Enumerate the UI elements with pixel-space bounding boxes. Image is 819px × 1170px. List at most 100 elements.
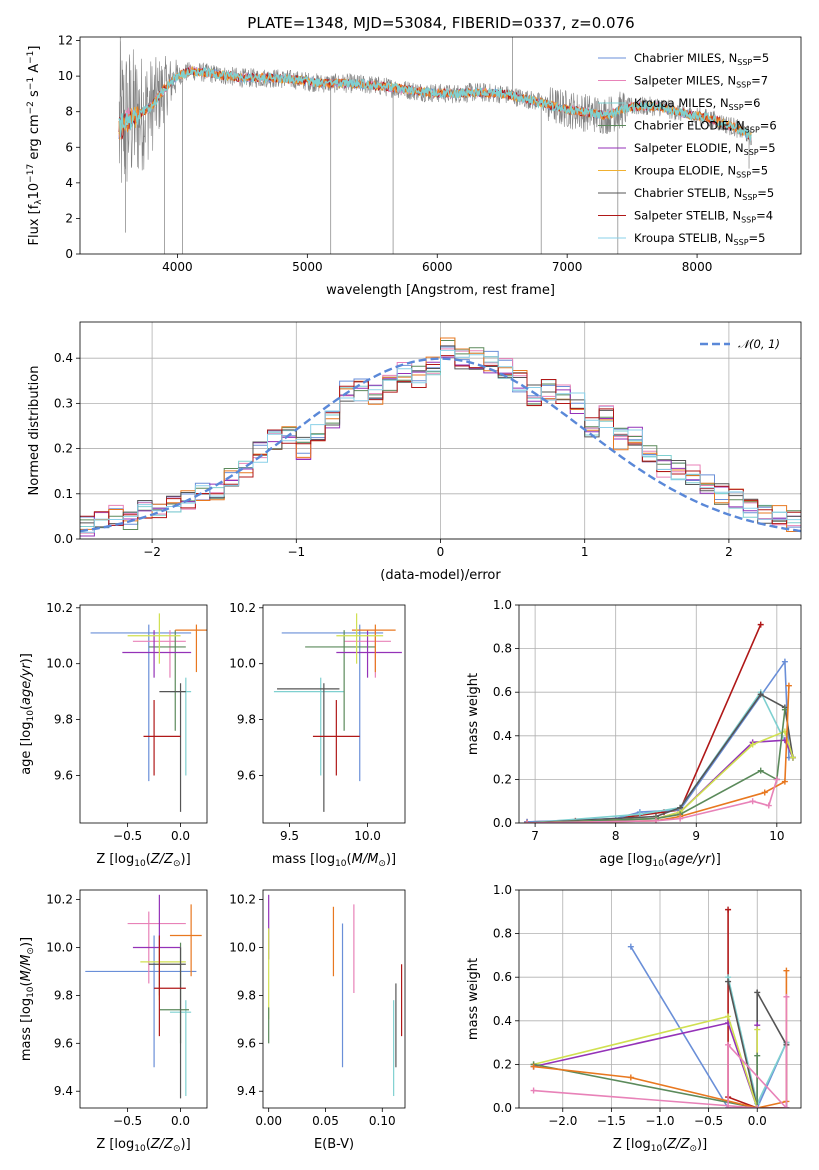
weight-marker: [781, 706, 788, 713]
weight-series: [527, 624, 762, 823]
y-tick-label: 12: [58, 34, 73, 48]
y-tick-label: 1.0: [493, 883, 512, 897]
legend-label: Salpeter STELIB, NSSP=4: [634, 209, 773, 225]
x-tick-label: 6000: [422, 260, 453, 274]
x-tick-label: −1: [287, 545, 305, 559]
x-tick-label: −2.0: [548, 1114, 577, 1128]
panel-frame: [518, 889, 802, 1109]
y-tick-label: 6: [65, 140, 73, 154]
weight-marker: [757, 767, 764, 774]
legend-label: Chabrier ELODIE, NSSP=6: [634, 119, 777, 135]
panel-frame: [518, 604, 802, 824]
x-tick-label: 10: [769, 829, 784, 843]
errorbars: [273, 613, 402, 812]
y-tick-label: 10.2: [229, 601, 256, 615]
errorbars: [90, 613, 207, 812]
weight-series: [527, 709, 786, 823]
panel-frame: [79, 889, 208, 1109]
y-tick-label: 9.8: [54, 988, 73, 1002]
panel-weight_vs_Z: −2.0 −1.5 −1.0 −0.5 0.0 0.0 0.2 0.4 0.6 0.8 1.0 Z […: [466, 883, 802, 1154]
y-tick-label: 0.3: [54, 396, 73, 410]
legend-label: Salpeter MILES, NSSP=7: [634, 74, 768, 90]
x-tick-label: 7000: [552, 260, 583, 274]
x-tick-label: 0.0: [171, 1114, 190, 1128]
y-tick-label: 10.0: [229, 940, 256, 954]
x-tick-label: 0: [437, 545, 445, 559]
y-tick-label: 9.4: [54, 1084, 73, 1098]
y-tick-label: 0.2: [493, 772, 512, 786]
y-tick-label: 0.8: [493, 927, 512, 941]
weight-marker: [773, 776, 780, 783]
x-tick-label: −2: [143, 545, 161, 559]
panel-xlabel: Z [log10(Z/Z⊙)]: [96, 1137, 190, 1154]
panel-xlabel: Z [log10(Z/Z⊙)]: [96, 852, 190, 869]
weight-marker: [627, 943, 634, 950]
spectrum-ylabel: Flux [fλ10−17 erg cm−2 s−1 A−1]: [26, 46, 44, 246]
y-tick-label: 10: [58, 69, 73, 83]
y-tick-label: 9.6: [54, 1036, 73, 1050]
panel-spectrum: 4000 5000 6000 7000 8000 0 2 4 6 8 10 12 wavelength …: [26, 34, 802, 298]
legend-label: Chabrier STELIB, NSSP=5: [634, 186, 774, 202]
panel-ylabel: mass weight: [466, 958, 481, 1040]
weight-marker: [524, 820, 531, 823]
x-tick-label: −0.5: [694, 1114, 723, 1128]
panel-xlabel: E(B-V): [314, 1137, 354, 1152]
panel-ylabel: age [log10(age/yr)]: [19, 653, 36, 775]
weight-marker: [783, 993, 790, 1000]
y-tick-label: 0.4: [493, 1014, 512, 1028]
x-tick-label: 2: [725, 545, 733, 559]
weight-marker: [783, 1105, 790, 1108]
panel-age_vs_Z: −0.5 0.0 9.6 9.8 10.0 10.2 Z [log10(Z/Z⊙)] age …: [19, 601, 208, 869]
weight-marker: [749, 741, 756, 748]
x-tick-label: 10.0: [354, 829, 381, 843]
y-tick-label: 9.6: [54, 768, 73, 782]
x-tick-label: −0.5: [113, 1114, 142, 1128]
weight-series: [533, 1055, 758, 1108]
x-tick-label: 8000: [682, 260, 713, 274]
y-tick-label: 2: [65, 211, 73, 225]
weight-marker: [754, 1052, 761, 1059]
weight-marker: [725, 1041, 732, 1048]
y-tick-label: 0.6: [493, 685, 512, 699]
legend-label: Kroupa STELIB, NSSP=5: [634, 231, 765, 247]
x-tick-label: 0.05: [312, 1114, 339, 1128]
panel-xlabel: mass [log10(M/M⊙)]: [272, 852, 396, 869]
y-tick-label: 0.0: [493, 816, 512, 830]
weight-series: [527, 693, 794, 823]
y-tick-label: 9.8: [54, 713, 73, 727]
y-tick-label: 10.2: [229, 893, 256, 907]
weight-marker: [725, 906, 732, 913]
panel-mass_vs_EBV: 0.00 0.05 0.10 9.4 9.6 9.8 10.0 10.2 E(B-V): [229, 889, 406, 1152]
weight-marker: [627, 1074, 634, 1081]
panel-xlabel: Z [log10(Z/Z⊙)]: [613, 1137, 707, 1154]
x-tick-label: 0.0: [748, 1114, 767, 1128]
y-tick-label: 9.6: [237, 768, 256, 782]
histogram-series: [80, 349, 801, 533]
legend-label: Chabrier MILES, NSSP=5: [634, 51, 769, 67]
histogram-xlabel: (data-model)/error: [380, 568, 501, 583]
y-tick-label: 0.4: [54, 351, 73, 365]
y-tick-label: 8: [65, 105, 73, 119]
x-tick-label: 5000: [292, 260, 323, 274]
y-tick-label: 0.6: [493, 970, 512, 984]
panel-residual_histogram: −2 −1 0 1 2 0.0 0.1 0.2 0.3 0.4 (data-model)/error…: [27, 321, 802, 583]
weight-marker: [530, 1063, 537, 1070]
y-tick-label: 0.1: [54, 487, 73, 501]
panel-ylabel: mass [log10(M/M⊙)]: [19, 937, 36, 1061]
weight-marker: [765, 802, 772, 809]
weight-marker: [725, 1013, 732, 1020]
y-tick-label: 0.4: [493, 729, 512, 743]
weight-marker: [725, 978, 732, 985]
panel-frame: [79, 604, 208, 824]
weight-marker: [785, 682, 792, 689]
panel-ylabel: mass weight: [466, 673, 481, 755]
y-tick-label: 10.2: [46, 893, 73, 907]
weight-marker: [781, 778, 788, 785]
weight-marker: [677, 815, 684, 822]
weight-marker: [757, 691, 764, 698]
y-tick-label: 0.8: [493, 642, 512, 656]
x-tick-label: −0.5: [113, 829, 142, 843]
histogram-ylabel: Normed distribution: [27, 366, 42, 496]
errorbars: [85, 894, 202, 1099]
y-tick-label: 9.6: [237, 1036, 256, 1050]
